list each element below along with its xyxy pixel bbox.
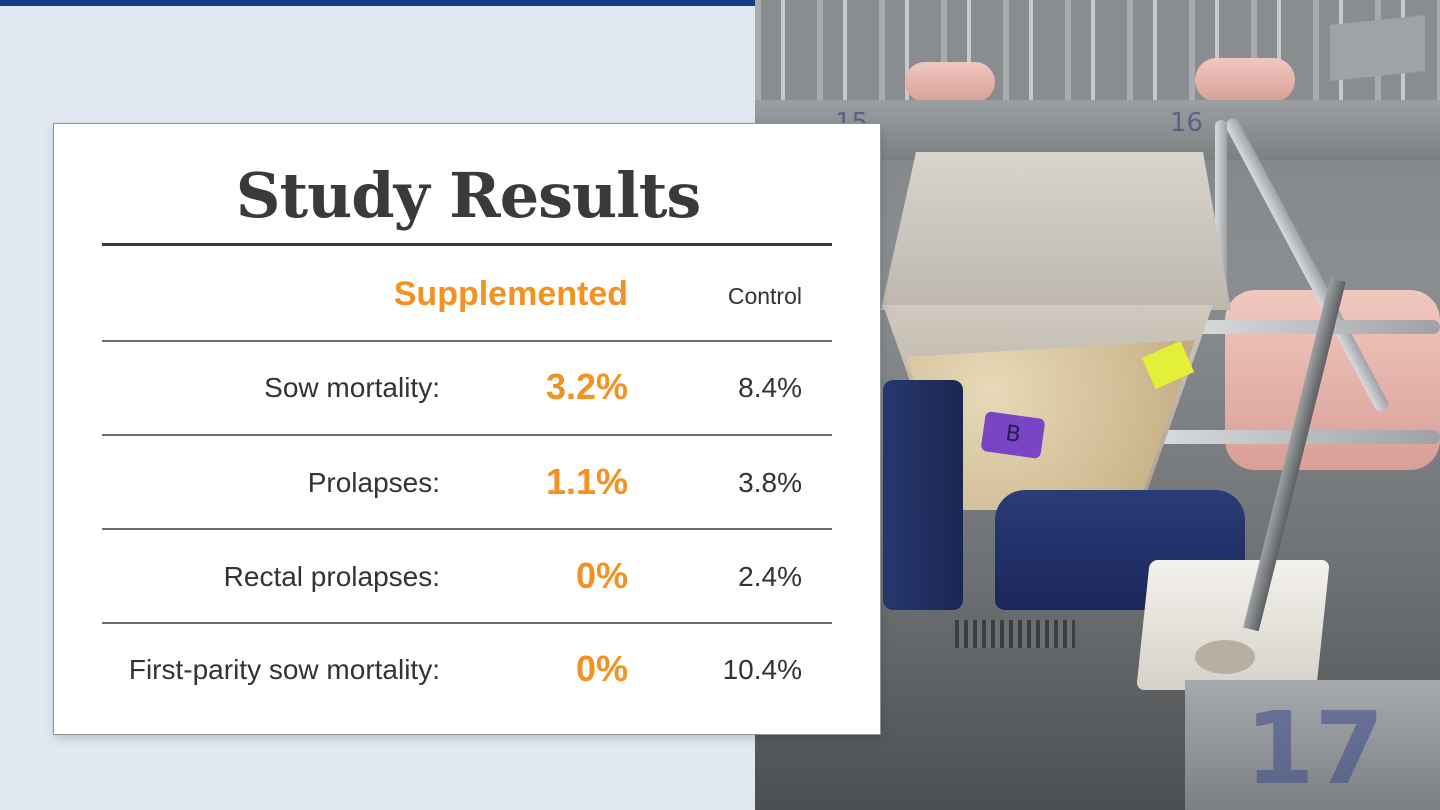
card-title: Study Results bbox=[235, 159, 702, 232]
top-accent-bar bbox=[0, 0, 755, 6]
row-control-value: 2.4% bbox=[738, 561, 802, 592]
row-supplemented-value: 3.2% bbox=[545, 366, 628, 407]
row-supplemented-value: 0% bbox=[575, 555, 628, 596]
pen-number-16: 16 bbox=[1170, 108, 1204, 138]
row-divider bbox=[102, 340, 832, 342]
row-label: Prolapses: bbox=[307, 467, 440, 498]
floor-grate bbox=[955, 620, 1075, 648]
feeder-motor bbox=[883, 380, 963, 610]
results-card bbox=[54, 124, 880, 734]
row-control-value: 3.8% bbox=[738, 467, 802, 498]
row-label: Rectal prolapses: bbox=[223, 561, 440, 592]
row-supplemented-value: 0% bbox=[575, 648, 628, 689]
row-label: First-parity sow mortality: bbox=[128, 654, 440, 685]
row-supplemented-value: 1.1% bbox=[545, 461, 628, 502]
feeder-label-text: B bbox=[1003, 421, 1023, 448]
feeder-lid bbox=[881, 152, 1231, 310]
row-control-value: 10.4% bbox=[722, 654, 802, 685]
feed-bowl-drain bbox=[1195, 640, 1255, 674]
pen-number-17: 17 bbox=[1245, 690, 1385, 807]
column-header-supplemented: Supplemented bbox=[393, 275, 628, 313]
title-divider bbox=[102, 243, 832, 246]
row-divider bbox=[102, 622, 832, 624]
feeder-label: B bbox=[980, 411, 1046, 459]
row-control-value: 8.4% bbox=[738, 372, 802, 403]
pig bbox=[1195, 58, 1295, 102]
pen-sign bbox=[1330, 15, 1425, 81]
back-pens bbox=[755, 0, 1440, 110]
pig bbox=[905, 62, 995, 102]
pen-bin bbox=[1185, 680, 1440, 810]
column-header-control: Control bbox=[727, 283, 802, 309]
row-divider bbox=[102, 434, 832, 436]
row-label: Sow mortality: bbox=[264, 372, 440, 403]
row-divider bbox=[102, 528, 832, 530]
